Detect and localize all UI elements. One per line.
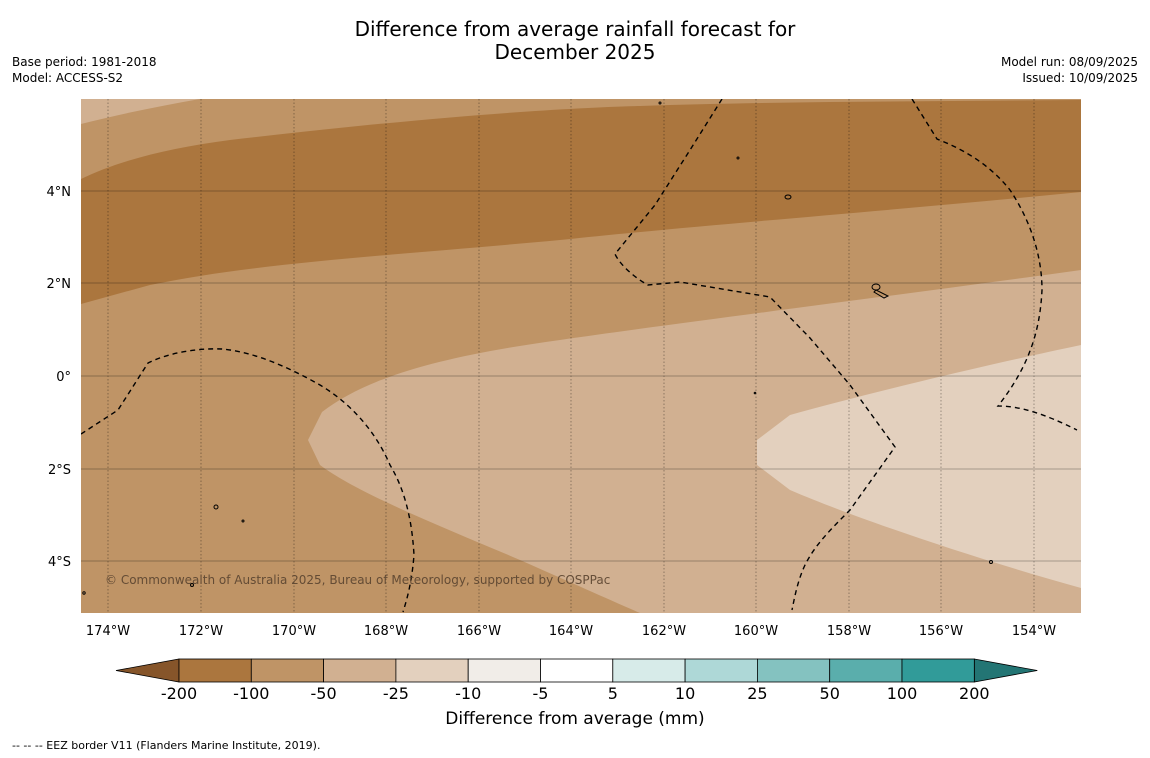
lat-label-0: 0° (56, 370, 71, 385)
colorbar-swatch (323, 658, 397, 683)
meta-right: Model run: 08/09/2025 Issued: 10/09/2025 (1001, 54, 1138, 86)
lon-label-168w: 168°W (364, 624, 408, 639)
lon-tick-labels: 174°W 172°W 170°W 168°W 166°W 164°W 162°… (86, 624, 1056, 639)
colorbar-tick-label: 50 (820, 684, 840, 703)
colorbar-tick-label: 10 (675, 684, 695, 703)
lon-label-170w: 170°W (272, 624, 316, 639)
colorbar-swatch (829, 658, 903, 683)
colorbar-under-arrow (115, 658, 180, 683)
islands (82, 101, 993, 595)
island-11 (82, 591, 86, 595)
island-3 (873, 289, 890, 299)
model-run: Model run: 08/09/2025 (1000, 55, 1138, 69)
colorbar-tick-label: -5 (533, 684, 549, 703)
map-title: Difference from average rainfall forecas… (0, 18, 1150, 64)
colorbar-tick-label: -10 (455, 684, 481, 703)
band-minus200 (81, 100, 1081, 304)
footer-note: -- -- -- EEZ border V11 (Flanders Marine… (12, 739, 321, 752)
lon-label-166w: 166°W (457, 624, 501, 639)
colorbar-swatch (757, 658, 831, 683)
title-line-2: December 2025 (494, 40, 656, 64)
lat-label-4n: 4°N (47, 185, 72, 200)
eez-borders (81, 99, 1078, 613)
lat-tick-labels: 4°N 2°N 0° 2°S 4°S (47, 185, 72, 570)
colorbar-over-arrow (973, 658, 1038, 683)
colorbar-tick-label: -25 (383, 684, 409, 703)
island-10 (753, 391, 757, 395)
lon-label-154w: 154°W (1012, 624, 1056, 639)
eez-border-central (614, 99, 896, 611)
colorbar-swatch (612, 658, 686, 683)
colorbar-tick-label: 200 (959, 684, 990, 703)
lon-label-160w: 160°W (734, 624, 778, 639)
colorbar-swatch (540, 658, 614, 683)
colorbar-tick-label: 25 (747, 684, 767, 703)
model-name: Model: ACCESS-S2 (12, 71, 124, 85)
colorbar-tick-label: -200 (161, 684, 197, 703)
rainfall-field: © Commonwealth of Australia 2025, Bureau… (81, 99, 1081, 613)
island-1 (784, 194, 792, 200)
lon-label-164w: 164°W (549, 624, 593, 639)
colorbar-swatch (684, 658, 758, 683)
colorbar-swatch (250, 658, 325, 683)
lon-label-156w: 156°W (919, 624, 963, 639)
colorbar-title: Difference from average (mm) (445, 709, 705, 729)
lat-label-4s: 4°S (48, 555, 71, 570)
colorbar-swatch (395, 658, 469, 683)
band-minus50-corner (81, 99, 200, 124)
lat-label-2n: 2°N (47, 277, 72, 292)
island-6 (241, 519, 245, 523)
colorbar-tick-label: 100 (887, 684, 918, 703)
colorbar-tick-label: -50 (311, 684, 337, 703)
lat-label-2s: 2°S (48, 463, 71, 478)
lon-label-174w: 174°W (86, 624, 130, 639)
lon-label-162w: 162°W (642, 624, 686, 639)
lon-label-158w: 158°W (827, 624, 871, 639)
eez-border-east (911, 99, 1078, 431)
island-4 (213, 504, 219, 510)
colorbar-tick-label: -100 (233, 684, 269, 703)
colorbar-swatch (901, 658, 975, 683)
lon-label-172w: 172°W (179, 624, 223, 639)
island-7 (736, 156, 740, 160)
meta-left: Base period: 1981-2018 Model: ACCESS-S2 (12, 54, 157, 86)
colorbar: -200 -100 -50 -25 -10 -5 5 10 25 50 100 200 (115, 658, 1038, 703)
colorbar-swatch (467, 658, 541, 683)
island-8 (658, 101, 662, 105)
copyright-text: © Commonwealth of Australia 2025, Bureau… (105, 573, 610, 587)
island-5 (190, 583, 194, 587)
title-line-1: Difference from average rainfall forecas… (354, 17, 796, 41)
island-9 (989, 560, 993, 564)
base-period: Base period: 1981-2018 (12, 55, 157, 69)
colorbar-swatch (178, 658, 252, 683)
issued-date: Issued: 10/09/2025 (1022, 71, 1138, 85)
colorbar-tick-label: 5 (608, 684, 618, 703)
gridlines (81, 99, 1081, 613)
